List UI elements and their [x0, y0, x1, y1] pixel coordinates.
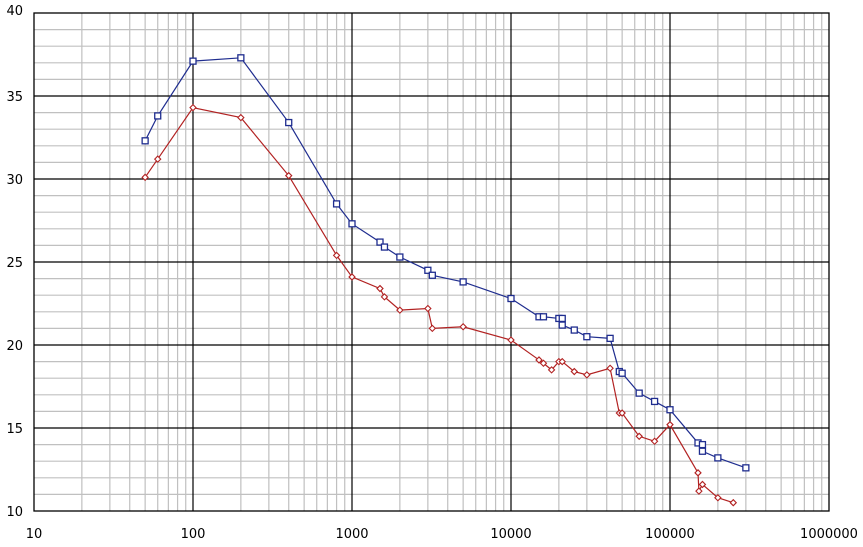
major-gridlines — [34, 13, 829, 511]
data-point-square — [583, 333, 591, 341]
data-point-diamond — [284, 171, 293, 180]
x-tick-label: 1000 — [335, 527, 368, 542]
y-tick-label: 30 — [6, 173, 23, 188]
data-point-square — [424, 266, 432, 274]
data-point-square — [606, 334, 614, 343]
data-point-square — [714, 454, 722, 462]
data-point-square — [666, 406, 674, 414]
data-point-square — [539, 313, 548, 321]
data-point-square — [141, 137, 149, 145]
x-tick-label: 1000000 — [800, 527, 858, 542]
data-point-diamond — [539, 359, 548, 368]
y-tick-label: 15 — [6, 422, 23, 437]
data-point-square — [189, 57, 197, 65]
data-point-diamond — [583, 371, 591, 379]
data-point-diamond — [332, 251, 341, 260]
data-point-square — [698, 440, 707, 449]
data-point-square — [698, 447, 707, 455]
data-point-diamond — [153, 155, 162, 163]
data-point-diamond — [635, 432, 643, 441]
data-point-square — [237, 54, 245, 62]
y-tick-label: 10 — [6, 505, 23, 520]
data-point-diamond — [424, 304, 432, 313]
data-point-diamond — [606, 364, 614, 373]
data-point-diamond — [694, 469, 702, 477]
data-point-diamond — [698, 480, 707, 489]
data-point-diamond — [666, 420, 674, 429]
data-point-square — [376, 238, 384, 246]
y-tick-label: 25 — [6, 256, 23, 271]
data-point-diamond — [618, 409, 626, 417]
data-point-diamond — [547, 366, 556, 374]
data-point-diamond — [558, 357, 567, 366]
data-point-square — [618, 369, 626, 377]
data-point-square — [396, 253, 404, 261]
y-tick-label: 40 — [6, 4, 23, 19]
data-point-diamond — [380, 293, 389, 301]
data-point-diamond — [695, 487, 703, 495]
series-2 — [141, 103, 738, 507]
y-tick-label: 20 — [6, 339, 23, 354]
data-point-diamond — [714, 493, 722, 502]
series-line — [144, 106, 734, 504]
data-point-square — [154, 112, 162, 120]
series-1 — [141, 54, 750, 472]
data-point-square — [332, 200, 341, 208]
data-point-diamond — [535, 356, 543, 364]
data-point-square — [380, 243, 389, 251]
data-point-diamond — [459, 322, 467, 331]
data-point-square — [285, 118, 293, 127]
data-point-diamond — [570, 367, 579, 376]
data-point-diamond — [376, 284, 384, 293]
data-point-diamond — [189, 103, 197, 112]
data-point-diamond — [650, 437, 659, 446]
data-point-square — [558, 314, 566, 323]
data-point-square — [742, 464, 750, 472]
x-axis-tick-labels: 10 100 1000 10000 100000 1000000 — [26, 527, 858, 542]
data-point-square — [635, 389, 643, 397]
series-line — [144, 57, 747, 469]
data-point-diamond — [396, 306, 404, 314]
data-point-diamond — [237, 113, 245, 122]
data-point-square — [507, 294, 515, 303]
data-point-diamond — [729, 498, 738, 507]
data-point-diamond — [428, 324, 437, 333]
x-tick-label: 10000 — [490, 527, 531, 542]
plot-frame — [33, 12, 830, 512]
y-tick-label: 35 — [6, 90, 23, 105]
x-tick-label: 100000 — [645, 527, 695, 542]
x-tick-label: 100 — [181, 527, 206, 542]
data-point-diamond — [348, 273, 356, 281]
data-point-square — [650, 397, 659, 406]
data-point-square — [459, 278, 467, 286]
data-point-square — [428, 271, 436, 279]
y-axis-tick-labels: 10 15 20 25 30 35 40 — [6, 4, 23, 520]
data-point-square — [348, 220, 356, 228]
series-layer — [141, 54, 750, 507]
data-point-diamond — [507, 336, 515, 344]
data-point-square — [570, 326, 578, 334]
data-point-diamond — [141, 173, 149, 182]
data-point-square — [558, 321, 566, 329]
x-tick-label: 10 — [26, 527, 43, 542]
